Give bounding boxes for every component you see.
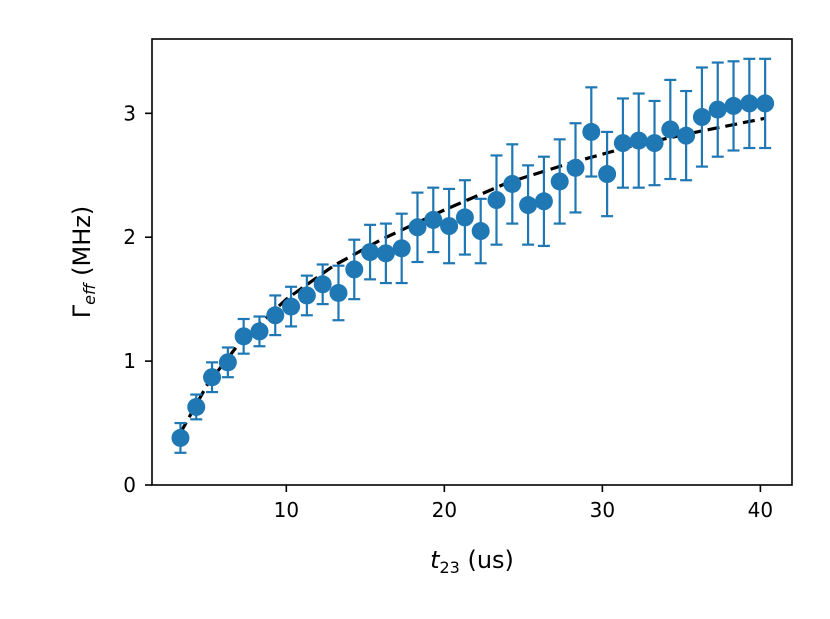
data-point	[376, 244, 395, 263]
y-axis-ticks: 0 1 2 3	[123, 101, 152, 497]
data-point	[440, 217, 459, 236]
data-point	[566, 158, 585, 177]
data-point	[582, 122, 601, 141]
data-point	[266, 306, 285, 325]
data-point	[203, 368, 222, 387]
data-point	[250, 322, 269, 341]
data-point	[282, 297, 301, 316]
data-point	[345, 260, 364, 279]
data-point	[297, 286, 316, 305]
x-axis-ticks: 10 20 30 40	[274, 485, 773, 522]
y-tick-label: 2	[123, 225, 136, 249]
data-point	[503, 174, 522, 193]
y-tick-label: 3	[123, 101, 136, 125]
data-point	[708, 100, 727, 119]
x-tick-label: 40	[748, 498, 773, 522]
x-tick-label: 30	[590, 498, 615, 522]
data-point	[471, 222, 490, 241]
data-point	[171, 428, 190, 447]
data-point	[519, 196, 538, 215]
data-point	[661, 120, 680, 139]
data-point	[550, 172, 569, 191]
data-point	[329, 283, 348, 302]
data-point	[692, 108, 711, 127]
data-point	[408, 218, 427, 237]
data-point	[487, 191, 506, 210]
data-point	[187, 397, 206, 416]
x-axis-label: t23 (us)	[430, 546, 514, 577]
data-point	[313, 275, 332, 294]
y-tick-label: 1	[123, 349, 136, 373]
data-point	[234, 327, 253, 346]
data-point	[361, 243, 380, 262]
data-point	[629, 131, 648, 150]
data-point	[218, 353, 237, 372]
data-point	[455, 208, 474, 227]
data-points-layer	[171, 94, 775, 447]
plot-frame	[151, 38, 793, 486]
y-tick-label: 0	[123, 473, 136, 497]
data-point	[677, 126, 696, 145]
data-point	[534, 192, 553, 211]
data-point	[392, 239, 411, 258]
data-point	[598, 165, 617, 184]
data-point	[424, 210, 443, 229]
data-point	[724, 96, 743, 115]
data-point	[613, 134, 632, 153]
y-axis-label: Γeff (MHz)	[68, 206, 99, 318]
data-point	[756, 94, 775, 113]
x-tick-label: 20	[432, 498, 457, 522]
x-tick-label: 10	[274, 498, 299, 522]
data-point	[740, 94, 759, 113]
data-point	[645, 134, 664, 153]
